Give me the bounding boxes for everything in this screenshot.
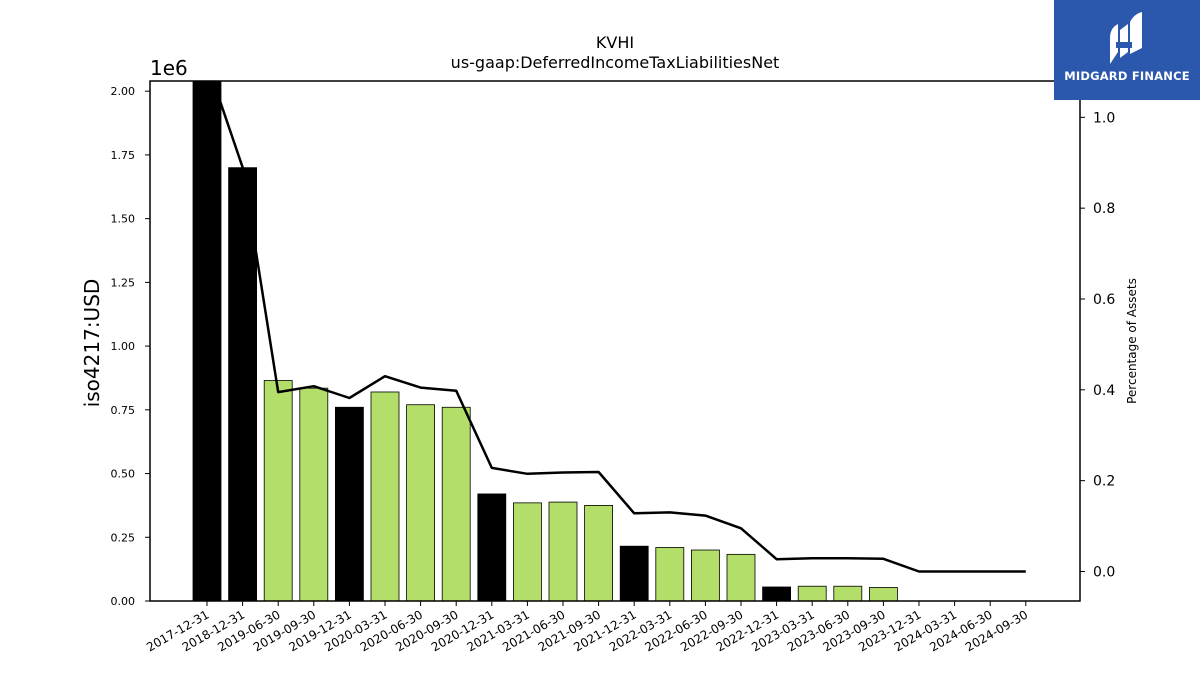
y2-axis-ticks: 0.0 0.2 0.4 0.6 0.8 1.0 [1080, 110, 1115, 580]
bar-2019-09-30 [299, 387, 329, 601]
bar-2023-03-31 [797, 585, 827, 601]
y-tick-label: 0.50 [111, 468, 136, 481]
percentage-line [211, 81, 1026, 573]
bar-2020-09-30 [441, 406, 471, 601]
line-group [211, 81, 1026, 573]
logo-mark-icon [1110, 12, 1142, 64]
bar-2018-12-31 [228, 167, 258, 601]
y-tick-label: 0.25 [111, 531, 136, 544]
midgard-finance-logo: MIDGARD FINANCE [1054, 0, 1200, 100]
y2-tick-label: 0.6 [1093, 292, 1115, 308]
bar-2022-06-30 [691, 549, 720, 601]
bar-2022-12-31 [762, 586, 791, 601]
chart-subtitle: us-gaap:DeferredIncomeTaxLiabilitiesNet [451, 53, 780, 72]
y-tick-label: 1.75 [111, 149, 136, 162]
bar-2020-06-30 [406, 404, 436, 601]
bar-2021-09-30 [584, 505, 613, 601]
bar-2020-12-31 [477, 493, 507, 601]
bar-2021-06-30 [548, 501, 578, 601]
y-tick-label: 0.75 [111, 404, 136, 417]
y2-axis-label: Percentage of Assets [1125, 278, 1139, 404]
logo-text: MIDGARD FINANCE [1064, 69, 1190, 83]
y-tick-label: 0.00 [111, 595, 136, 608]
bar-2022-03-31 [655, 547, 685, 601]
y-offset-label: 1e6 [150, 56, 188, 80]
bar-group [192, 81, 898, 601]
y-axis-ticks: 0.00 0.25 0.50 0.75 1.00 1.25 1.50 1.75 2.00 [111, 85, 150, 608]
bar-2023-09-30 [869, 587, 898, 601]
bar-2019-06-30 [263, 380, 293, 601]
bar-2022-09-30 [726, 553, 756, 601]
y2-tick-label: 1.0 [1093, 110, 1115, 126]
bar-2019-12-31 [334, 406, 364, 601]
y2-tick-label: 0.2 [1093, 474, 1115, 490]
bar-2021-03-31 [513, 502, 542, 601]
bar-2023-06-30 [833, 585, 863, 601]
y-tick-label: 2.00 [111, 85, 136, 98]
bar-2020-03-31 [370, 391, 400, 601]
y2-tick-label: 0.4 [1093, 383, 1115, 399]
chart-title: KVHI [596, 33, 634, 52]
y-tick-label: 1.50 [111, 213, 136, 226]
y2-tick-label: 0.8 [1093, 201, 1115, 217]
bar-2021-12-31 [619, 545, 649, 601]
x-axis-ticks: 2017-12-312018-12-312019-06-302019-09-30… [144, 601, 1030, 654]
plot-frame [149, 80, 1081, 602]
y-tick-label: 1.00 [111, 340, 136, 353]
y-tick-label: 1.25 [111, 276, 136, 289]
y-axis-label: iso4217:USD [80, 279, 104, 408]
bar-2017-12-31 [192, 81, 222, 601]
y2-tick-label: 0.0 [1093, 564, 1115, 580]
